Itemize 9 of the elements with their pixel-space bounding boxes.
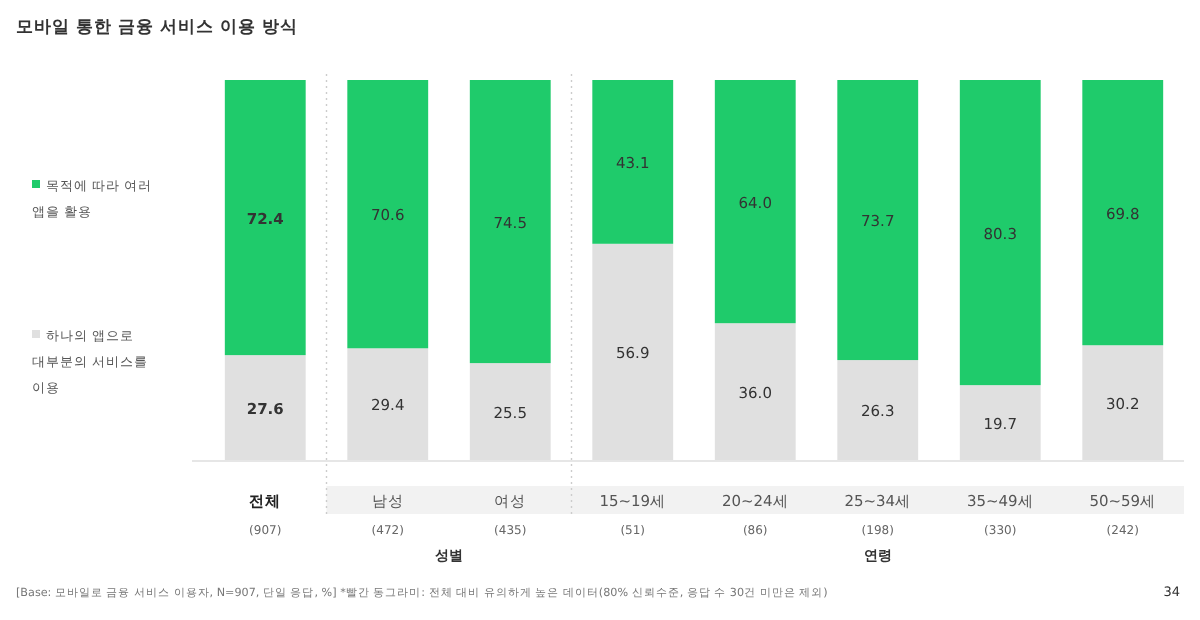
bar — [347, 80, 429, 349]
bar — [714, 80, 796, 324]
bar — [959, 80, 1041, 386]
bar — [469, 80, 551, 364]
bar — [837, 80, 919, 361]
bar — [224, 80, 306, 356]
bar — [592, 80, 674, 244]
bar — [1082, 80, 1164, 346]
chart-title: 모바일 통한 금융 서비스 이용 방식 — [16, 18, 298, 38]
